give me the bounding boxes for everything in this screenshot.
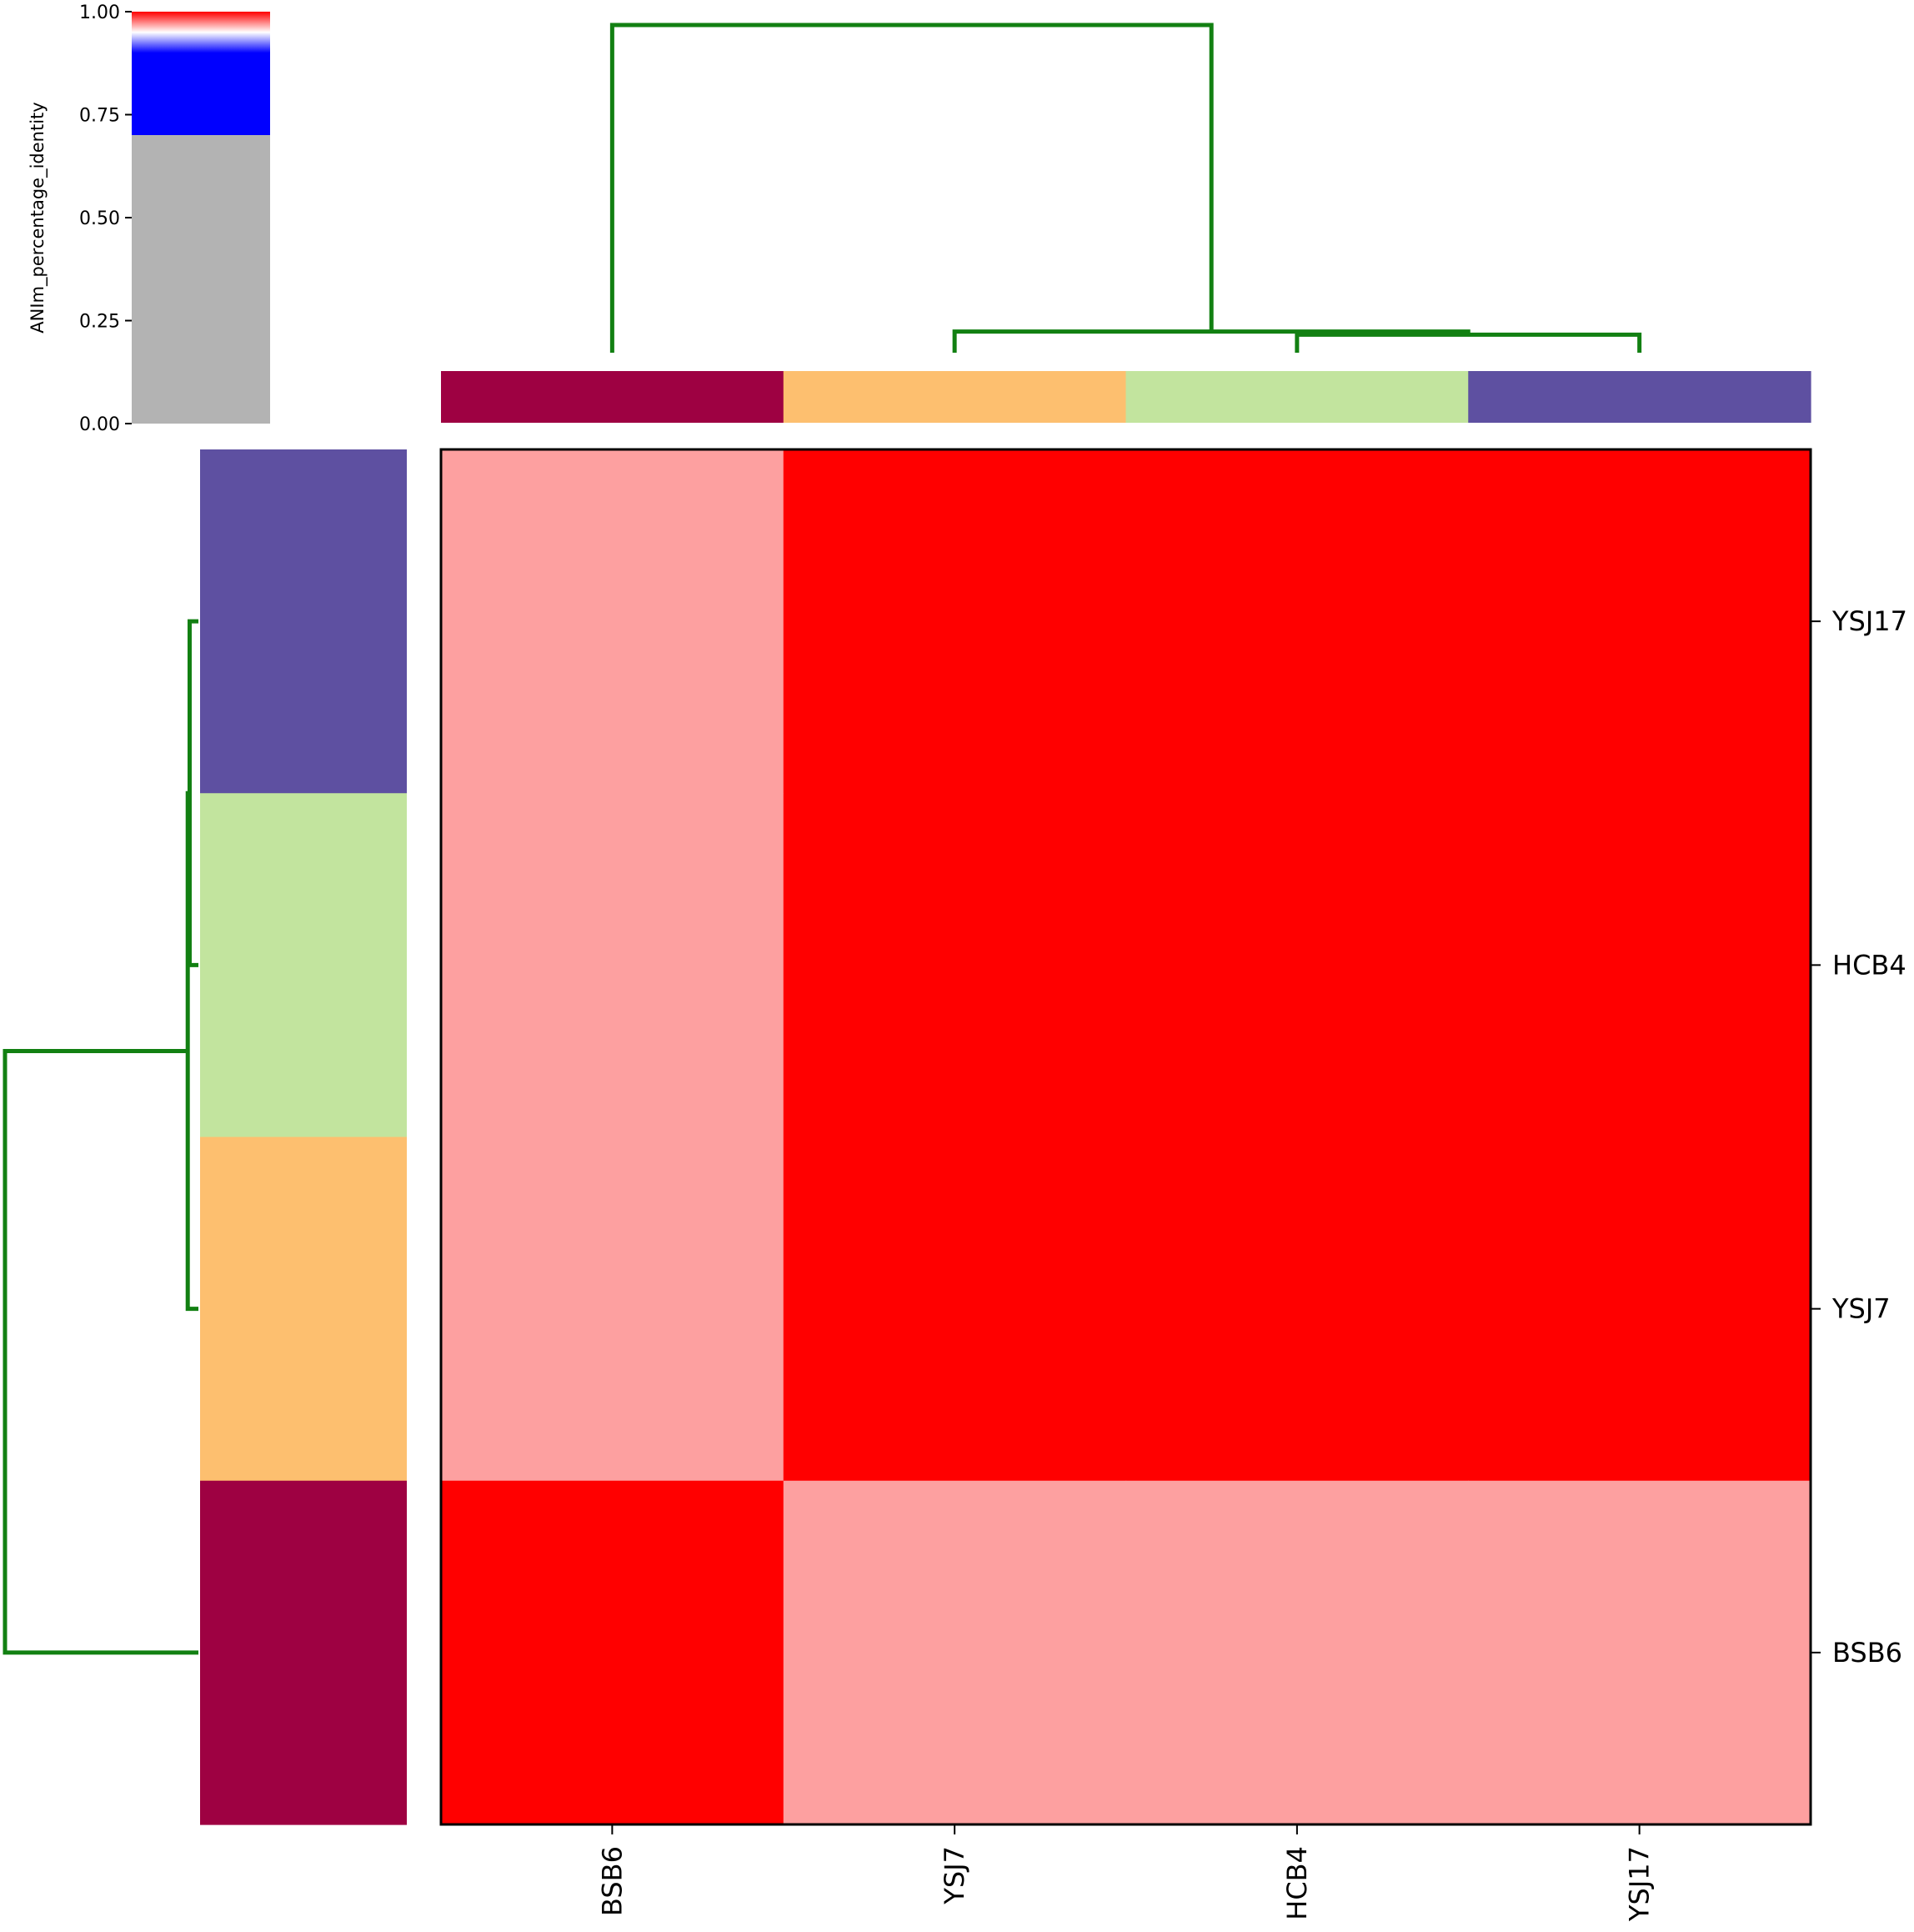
heatmap-cell — [1125, 793, 1469, 1138]
row-label: YSJ17 — [1831, 605, 1907, 637]
heatmap-cell — [1468, 449, 1811, 794]
heatmap-cell — [441, 1137, 784, 1482]
row-label: HCB4 — [1832, 949, 1906, 981]
colorbar-gradient — [132, 12, 270, 424]
heatmap-cell — [441, 449, 784, 794]
heatmap-cell — [783, 1137, 1127, 1482]
column-class-cell — [1125, 371, 1469, 423]
column-class-cell — [1468, 371, 1811, 423]
row-class-cell — [200, 449, 407, 794]
column-class-cell — [783, 371, 1127, 423]
colorbar-tick-label: 1.00 — [79, 3, 120, 23]
colorbar: 0.00 0.25 0.50 0.75 1.00 ANIm_percentage_ide… — [28, 3, 270, 435]
heatmap-frame — [439, 448, 1812, 1826]
row-class-cell — [200, 1480, 407, 1825]
column-label: HCB4 — [1281, 1846, 1313, 1920]
row-class-strip — [200, 449, 407, 1825]
heatmap — [441, 449, 1811, 1825]
heatmap-cell — [783, 793, 1127, 1138]
heatmap-cell — [1468, 1480, 1811, 1825]
heatmap-cell — [783, 1480, 1127, 1825]
column-label: BSB6 — [596, 1846, 628, 1916]
heatmap-cell — [441, 793, 784, 1138]
heatmap-cell — [1125, 449, 1469, 794]
row-dendrogram-link — [187, 619, 198, 967]
row-class-cell — [200, 793, 407, 1138]
row-dendrogram — [3, 619, 198, 1655]
column-dendrogram — [609, 23, 1642, 353]
column-class-strip — [441, 371, 1811, 423]
column-label: YSJ7 — [939, 1846, 970, 1905]
heatmap-cell — [441, 1480, 784, 1825]
colorbar-tick-label: 0.75 — [79, 106, 120, 127]
colorbar-tick-label: 0.00 — [79, 414, 120, 435]
heatmap-cell — [1468, 1137, 1811, 1482]
column-dendrogram-link — [1295, 332, 1642, 353]
heatmap-cell — [1125, 1137, 1469, 1482]
heatmap-cell — [1468, 793, 1811, 1138]
row-dendrogram-link — [185, 790, 198, 1312]
row-label: YSJ7 — [1831, 1293, 1891, 1325]
column-label: YSJ17 — [1624, 1846, 1656, 1922]
colorbar-tick-label: 0.50 — [79, 208, 120, 229]
colorbar-tick-label: 0.25 — [79, 312, 120, 333]
row-class-cell — [200, 1137, 407, 1482]
colorbar-label: ANIm_percentage_identity — [28, 102, 48, 333]
column-dendrogram-link — [609, 23, 1214, 353]
row-label: BSB6 — [1832, 1637, 1902, 1669]
heatmap-cell — [1125, 1480, 1469, 1825]
colorbar-ticks: 0.00 0.25 0.50 0.75 1.00 — [79, 3, 132, 435]
column-class-cell — [441, 371, 784, 423]
column-labels: BSB6 YSJ7 HCB4 YSJ17 — [596, 1824, 1656, 1922]
row-dendrogram-link — [3, 1048, 198, 1655]
heatmap-cell — [783, 449, 1127, 794]
row-labels: YSJ17 HCB4 YSJ7 BSB6 — [1811, 605, 1907, 1669]
